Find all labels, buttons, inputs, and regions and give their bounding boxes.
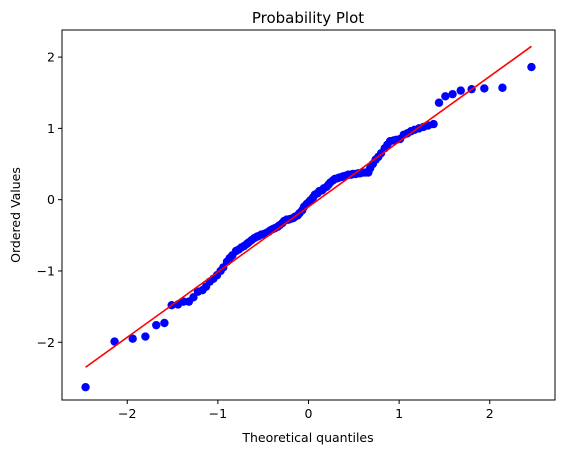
data-point-0 — [81, 383, 89, 391]
y-tick-label: 1 — [47, 121, 55, 136]
data-point-104 — [480, 84, 488, 92]
x-tick-label: −2 — [118, 406, 136, 421]
data-point-106 — [527, 63, 535, 71]
data-point-102 — [457, 86, 465, 94]
x-tick-label: 0 — [305, 406, 313, 421]
data-point-101 — [448, 90, 456, 98]
data-point-99 — [435, 99, 443, 107]
y-tick-label: −2 — [37, 335, 55, 350]
data-point-5 — [160, 319, 168, 327]
data-point-105 — [498, 84, 506, 92]
y-tick-label: −1 — [37, 263, 55, 278]
y-axis-title: Ordered Values — [8, 167, 23, 263]
y-tick-label: 2 — [47, 50, 55, 65]
data-point-3 — [141, 332, 149, 340]
data-point-98 — [429, 120, 437, 128]
data-point-100 — [441, 92, 449, 100]
x-tick-label: 2 — [486, 406, 494, 421]
x-tick-label: −1 — [209, 406, 227, 421]
x-axis-title: Theoretical quantiles — [241, 430, 373, 445]
x-tick-label: 1 — [395, 406, 403, 421]
data-point-4 — [152, 321, 160, 329]
chart-title: Probability Plot — [252, 9, 364, 27]
y-tick-label: 0 — [47, 192, 55, 207]
